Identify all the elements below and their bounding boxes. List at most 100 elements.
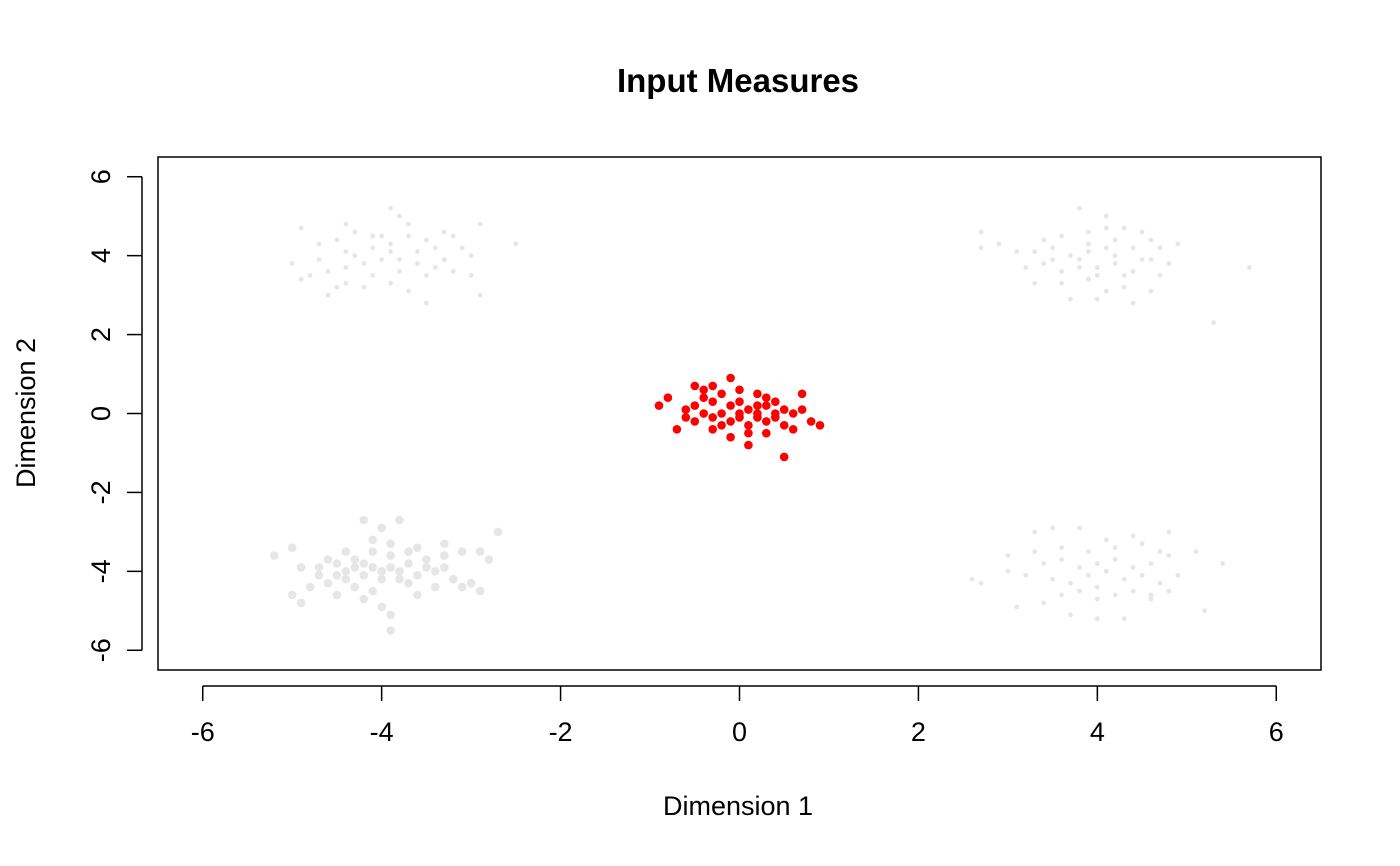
data-point xyxy=(681,413,691,422)
chart-title: Input Measures xyxy=(617,62,859,99)
data-point xyxy=(1193,549,1199,554)
data-point xyxy=(1139,541,1145,547)
data-point xyxy=(762,417,771,426)
data-point xyxy=(305,582,315,592)
x-tick-label: -6 xyxy=(191,717,215,747)
data-point xyxy=(779,452,789,462)
data-point xyxy=(298,276,304,282)
data-point xyxy=(978,245,984,251)
data-point xyxy=(1130,300,1136,306)
data-point xyxy=(1094,596,1100,602)
data-point xyxy=(1050,576,1055,582)
data-point xyxy=(762,428,771,438)
data-point xyxy=(431,567,440,576)
data-point xyxy=(368,563,378,572)
data-point xyxy=(744,405,753,414)
data-point xyxy=(1121,225,1127,231)
series-1 xyxy=(978,205,1252,326)
data-point xyxy=(1032,249,1038,255)
data-point xyxy=(690,417,700,426)
data-point xyxy=(450,269,456,274)
data-point xyxy=(404,547,413,556)
data-point xyxy=(771,397,780,407)
data-point xyxy=(397,269,402,274)
data-point xyxy=(1086,549,1091,554)
data-point xyxy=(377,523,387,533)
data-point xyxy=(1103,213,1109,219)
data-point xyxy=(361,261,367,266)
data-point xyxy=(388,280,393,286)
data-point xyxy=(440,539,449,548)
y-tick-label: 4 xyxy=(86,248,116,263)
data-point xyxy=(1175,241,1181,247)
data-point xyxy=(1166,588,1172,594)
x-tick-label: -2 xyxy=(549,717,573,747)
data-point xyxy=(406,221,411,227)
data-point xyxy=(1121,576,1127,582)
data-point xyxy=(386,626,395,635)
data-point xyxy=(1094,561,1100,566)
data-point xyxy=(1148,288,1154,294)
data-point xyxy=(726,432,735,442)
data-point xyxy=(1130,565,1136,570)
data-point xyxy=(475,547,485,556)
data-point xyxy=(1112,253,1118,259)
data-point xyxy=(406,288,411,294)
data-point xyxy=(350,563,360,572)
data-point xyxy=(1014,604,1020,610)
series-2 xyxy=(270,515,503,635)
data-point xyxy=(699,409,708,418)
data-point xyxy=(388,249,393,255)
data-point xyxy=(343,221,349,227)
data-point xyxy=(388,241,393,247)
x-tick-label: -4 xyxy=(370,717,394,747)
data-point xyxy=(1148,237,1154,243)
data-point xyxy=(1041,237,1047,243)
data-point xyxy=(969,576,975,582)
data-point xyxy=(672,425,682,434)
data-point xyxy=(1157,580,1163,586)
data-point xyxy=(1112,592,1118,598)
data-point xyxy=(762,401,771,410)
data-points xyxy=(270,205,1252,635)
data-point xyxy=(996,241,1002,247)
data-point xyxy=(270,551,279,560)
data-point xyxy=(1103,245,1109,251)
data-point xyxy=(699,393,708,403)
series-4 xyxy=(654,373,825,462)
data-point xyxy=(468,253,474,259)
y-tick-label: -4 xyxy=(86,559,116,583)
data-point xyxy=(1032,549,1038,554)
data-point xyxy=(779,421,789,430)
data-point xyxy=(323,555,333,564)
data-point xyxy=(386,539,395,548)
data-point xyxy=(1032,280,1038,286)
data-point xyxy=(424,300,429,306)
data-point xyxy=(368,535,378,545)
data-point xyxy=(690,381,700,391)
data-point xyxy=(325,269,331,274)
data-point xyxy=(1041,600,1047,606)
data-point xyxy=(424,273,429,278)
data-point xyxy=(744,428,753,438)
data-point xyxy=(395,515,404,525)
data-point xyxy=(466,578,476,588)
y-tick-label: 0 xyxy=(86,406,116,421)
data-point xyxy=(978,580,984,586)
y-tick-label: -6 xyxy=(86,638,116,662)
data-point xyxy=(762,393,771,403)
data-point xyxy=(484,555,494,564)
data-point xyxy=(1023,265,1029,270)
data-point xyxy=(448,574,458,584)
data-point xyxy=(1175,572,1181,578)
data-point xyxy=(1068,253,1073,259)
data-point xyxy=(397,257,402,262)
data-point xyxy=(717,409,726,418)
data-point xyxy=(415,261,420,266)
data-point xyxy=(314,571,324,580)
data-point xyxy=(1059,545,1064,551)
data-point xyxy=(332,571,342,580)
data-point xyxy=(377,574,387,584)
data-point xyxy=(334,284,340,290)
data-point xyxy=(1130,269,1136,274)
